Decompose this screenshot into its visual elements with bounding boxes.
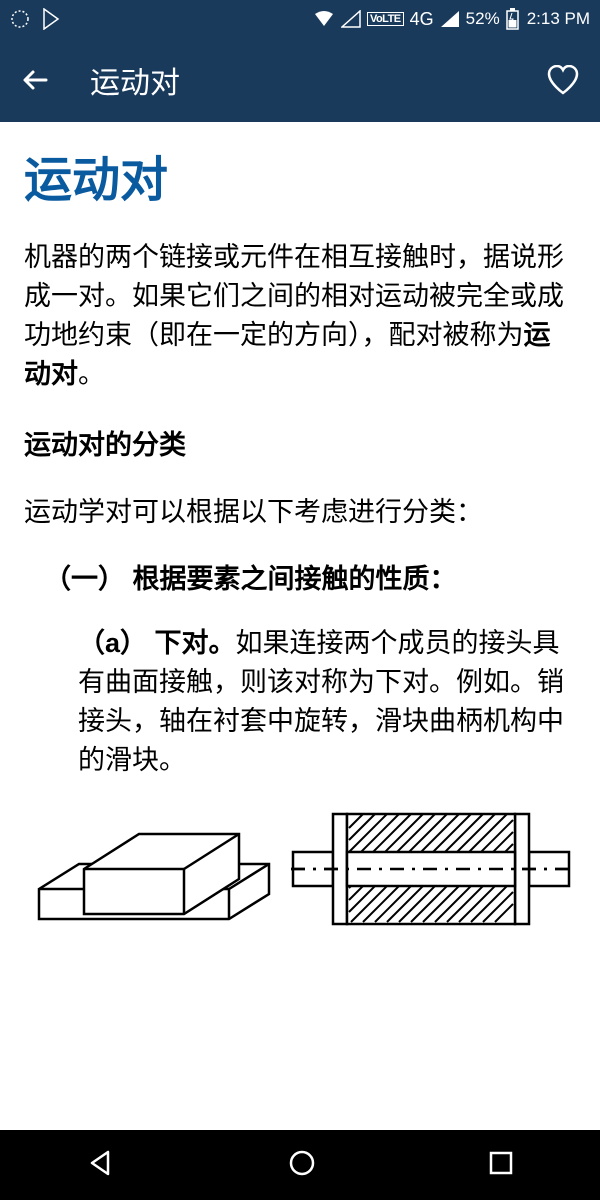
play-store-icon [42,8,62,30]
nav-recent-button[interactable] [488,1150,514,1181]
app-icon-1 [10,9,30,29]
back-button[interactable] [20,65,60,95]
item-bold: 下对。 [155,628,236,658]
subheading: 运动对的分类 [24,423,576,462]
shaft-sleeve-diagram [291,794,571,944]
nav-home-button[interactable] [287,1148,317,1183]
system-nav-bar [0,1130,600,1200]
section-title: 根据要素之间接触的性质： [133,564,457,594]
wifi-icon [313,10,335,28]
intro-text-2: 。 [78,359,105,389]
arrow-left-icon [20,65,50,95]
status-bar: VoLTE 4G 52% 2:13 PM [0,0,600,38]
slider-diagram [29,794,289,944]
status-left [10,8,62,30]
triangle-back-icon [86,1148,116,1178]
nav-back-button[interactable] [86,1148,116,1183]
intro-text-1: 机器的两个链接或元件在相互接触时，据说形成一对。如果它们之间的相对运动被完全或成… [24,242,564,350]
article-content: 运动对 机器的两个链接或元件在相互接触时，据说形成一对。如果它们之间的相对运动被… [0,122,600,962]
heart-icon [546,65,580,95]
signal-empty-icon [341,10,361,28]
app-bar: 运动对 [0,38,600,122]
circle-home-icon [287,1148,317,1178]
favorite-button[interactable] [540,65,580,95]
status-right: VoLTE 4G 52% 2:13 PM [313,8,590,30]
square-recent-icon [488,1150,514,1176]
page-title: 运动对 [24,140,576,210]
section-heading: （一） 根据要素之间接触的性质： [44,557,576,596]
clock-label: 2:13 PM [527,9,590,29]
signal-full-icon [440,10,460,28]
battery-percent: 52% [466,9,500,29]
item-label: （a） [78,628,147,658]
intro-paragraph: 机器的两个链接或元件在相互接触时，据说形成一对。如果它们之间的相对运动被完全或成… [24,238,576,395]
battery-icon [506,8,519,30]
network-label: 4G [410,9,434,30]
item-a: （a） 下对。如果连接两个成员的接头具有曲面接触，则该对称为下对。例如。销接头，… [78,624,576,781]
volte-badge: VoLTE [367,12,404,26]
appbar-title: 运动对 [90,58,540,102]
item-body: 如果连接两个成员的接头具有曲面接触，则该对称为下对。例如。销接头，轴在衬套中旋转… [78,628,564,775]
section-num: （一） [44,564,125,594]
subintro: 运动学对可以根据以下考虑进行分类： [24,490,576,529]
diagram-row [24,794,576,944]
